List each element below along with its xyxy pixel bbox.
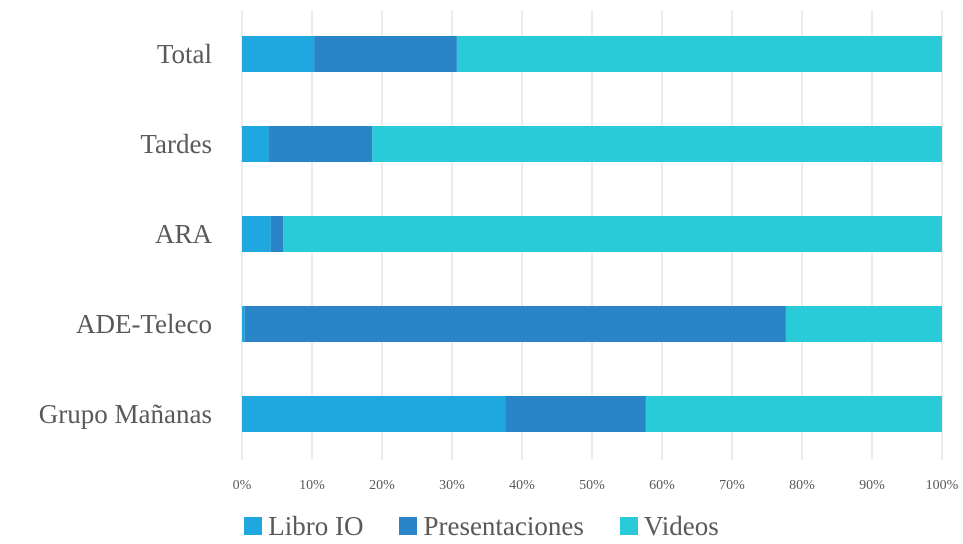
category-label: ARA bbox=[155, 219, 213, 249]
bar-tardes-videos bbox=[372, 126, 942, 162]
legend-swatch-videos bbox=[619, 517, 638, 535]
legend-item-videos: Videos bbox=[619, 510, 719, 542]
category-labels: Total Tardes ARA ADE-Teleco Grupo Mañanas bbox=[39, 39, 213, 429]
bar-ade-teleco-presentaciones bbox=[244, 306, 786, 342]
bar-tardes-libro-io bbox=[242, 126, 269, 162]
category-label: Grupo Mañanas bbox=[39, 399, 212, 429]
legend-swatch-presentaciones bbox=[399, 517, 418, 535]
category-label: Total bbox=[157, 39, 212, 69]
legend-swatch-libro-io bbox=[244, 517, 263, 535]
x-tick-label: 90% bbox=[859, 478, 885, 493]
bar-ade-teleco-libro-io bbox=[242, 306, 245, 342]
legend-label-presentaciones: Presentaciones bbox=[423, 510, 584, 541]
x-tick-label: 70% bbox=[719, 478, 745, 493]
x-tick-label: 60% bbox=[649, 478, 675, 493]
legend-item-libro-io: Libro IO bbox=[244, 511, 363, 542]
legend: Libro IO Presentaciones Videos bbox=[0, 508, 963, 544]
bars bbox=[242, 36, 942, 432]
bar-total-videos bbox=[456, 36, 942, 72]
x-tick-label: 50% bbox=[579, 478, 605, 493]
bar-ade-teleco-videos bbox=[785, 306, 942, 342]
bar-total-libro-io bbox=[242, 36, 315, 72]
legend-item-presentaciones: Presentaciones bbox=[399, 510, 584, 542]
x-tick-label: 0% bbox=[233, 478, 252, 493]
category-label: ADE-Teleco bbox=[76, 309, 212, 339]
category-label: Tardes bbox=[140, 129, 212, 159]
x-tick-label: 20% bbox=[369, 478, 395, 493]
bar-total-presentaciones bbox=[314, 36, 457, 72]
x-tick-label: 10% bbox=[299, 478, 325, 493]
bar-grupo-mananas-libro-io bbox=[242, 396, 506, 432]
bar-tardes-presentaciones bbox=[268, 126, 373, 162]
bar-ara-videos bbox=[283, 216, 942, 252]
legend-label-libro-io: Libro IO bbox=[268, 510, 364, 541]
x-tick-label: 40% bbox=[509, 478, 535, 493]
bar-ara-libro-io bbox=[242, 216, 271, 252]
bar-grupo-mananas-presentaciones bbox=[505, 396, 646, 432]
bar-ara-presentaciones bbox=[270, 216, 284, 252]
stacked-bar-chart: Total Tardes ARA ADE-Teleco Grupo Mañanas 0%… bbox=[39, 10, 959, 493]
x-tick-label: 80% bbox=[789, 478, 815, 493]
x-tick-label: 30% bbox=[439, 478, 465, 493]
x-tick-labels: 0% 10% 20% 30% 40% 50% 60% 70% 80% 90% 100% bbox=[233, 478, 959, 493]
x-tick-label: 100% bbox=[926, 478, 959, 493]
bar-grupo-mananas-videos bbox=[645, 396, 942, 432]
legend-label-videos: Videos bbox=[643, 510, 719, 541]
